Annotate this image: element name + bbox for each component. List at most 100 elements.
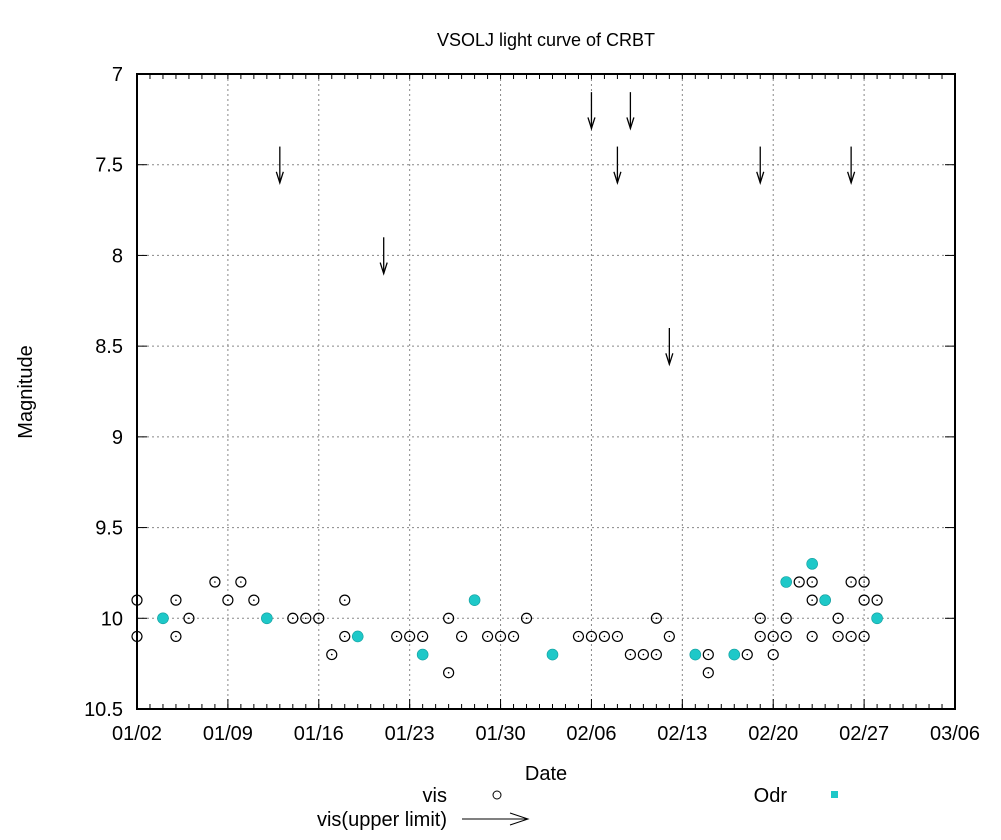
- odr-point: [871, 612, 883, 625]
- vis-point: [663, 630, 675, 643]
- y-tick-label: 7: [112, 64, 123, 86]
- vis-point-center: [746, 653, 749, 656]
- vis-point: [391, 630, 403, 643]
- chart-title: VSOLJ light curve of CRBT: [437, 30, 655, 50]
- vis-point-center: [759, 635, 762, 638]
- vis-point-center: [772, 635, 775, 638]
- vis-point-center: [876, 599, 878, 601]
- vis-point: [741, 648, 753, 661]
- vis-point: [845, 576, 857, 588]
- odr-point: [546, 648, 559, 661]
- upper-limit-arrow: [626, 92, 635, 131]
- vis-point-center: [447, 671, 450, 674]
- vis-point-center: [317, 617, 320, 620]
- x-tick-label: 01/16: [294, 723, 344, 745]
- vis-point-center: [486, 635, 489, 638]
- vis-point: [806, 576, 818, 588]
- vis-point-center: [577, 635, 580, 638]
- x-tick-label: 02/06: [566, 723, 616, 745]
- vis-point: [754, 612, 766, 624]
- arrow-head: [626, 117, 635, 131]
- y-axis-title: Magnitude: [15, 345, 37, 438]
- vis-point-center: [603, 635, 606, 638]
- odr-point: [157, 612, 169, 625]
- vis-point: [598, 630, 611, 643]
- vis-point-center: [863, 581, 865, 583]
- vis-point-center: [512, 635, 515, 638]
- y-axis-ticks: 7 7.5 8 8.5 9 9.5 10 10.5: [84, 64, 955, 721]
- vis-point: [780, 612, 792, 624]
- y-tick-label: 8.5: [95, 336, 123, 358]
- legend-upper-limit-arrow-icon: [462, 812, 530, 826]
- vis-point-center: [811, 599, 813, 601]
- vis-point: [637, 648, 649, 661]
- odr-point: [689, 648, 702, 661]
- vis-point-center: [240, 581, 242, 583]
- arrow-head: [613, 171, 622, 186]
- y-tick-label: 7.5: [95, 155, 123, 177]
- x-axis-title: Date: [525, 763, 567, 785]
- vis-point: [650, 648, 662, 661]
- vis-point-center: [811, 635, 813, 638]
- vis-point: [443, 612, 455, 624]
- vis-point-center: [863, 599, 865, 601]
- vis-point: [832, 630, 844, 643]
- series-odr: [157, 558, 883, 661]
- vis-point-center: [525, 617, 528, 620]
- upper-limit-arrow: [379, 237, 388, 276]
- vis-point: [572, 630, 585, 643]
- legend-vis-label: vis: [423, 785, 447, 807]
- vis-point: [326, 648, 338, 661]
- vis-point: [767, 648, 779, 661]
- x-tick-label: 01/23: [385, 723, 435, 745]
- vis-point-center: [759, 617, 762, 620]
- vis-point-center: [850, 635, 852, 638]
- x-tick-label: 01/09: [203, 723, 253, 745]
- legend-upper-limit-label: vis(upper limit): [317, 809, 447, 831]
- vis-point: [650, 612, 662, 624]
- vis-point: [858, 630, 870, 643]
- upper-limit-arrow: [275, 146, 284, 186]
- vis-point: [871, 594, 883, 606]
- vis-point: [417, 630, 429, 643]
- vis-point-center: [616, 635, 619, 638]
- arrow-head: [587, 117, 596, 131]
- vis-point: [248, 594, 260, 606]
- vis-point: [507, 630, 520, 643]
- vis-point: [858, 594, 870, 606]
- x-tick-label: 01/30: [476, 723, 526, 745]
- vis-point-center: [253, 599, 255, 601]
- odr-point: [819, 594, 831, 606]
- arrow-head: [275, 171, 284, 186]
- x-axis-ticks: 01/02 01/09 01/16 01/23 01/30 02/06 02/13 02/20…: [112, 74, 980, 745]
- vis-point-center: [343, 599, 346, 601]
- vis-point: [313, 612, 325, 624]
- vis-point: [702, 667, 714, 679]
- data-marks: [131, 92, 883, 679]
- y-tick-label: 10.5: [84, 699, 123, 721]
- vis-point-center: [330, 653, 333, 656]
- vis-point: [702, 648, 714, 661]
- x-tick-label: 02/27: [839, 723, 889, 745]
- vis-point: [754, 630, 766, 643]
- vis-point-center: [629, 653, 632, 656]
- vis-point-center: [590, 635, 593, 638]
- vis-point: [806, 630, 818, 643]
- y-tick-label: 8: [112, 245, 123, 267]
- vis-point-center: [499, 635, 502, 638]
- vis-point-center: [175, 635, 177, 638]
- vis-point-center: [655, 617, 658, 620]
- vis-point-center: [343, 635, 346, 638]
- arrow-head: [756, 171, 765, 186]
- vis-point: [404, 630, 416, 643]
- vis-point-center: [785, 617, 788, 620]
- vis-point: [767, 630, 779, 643]
- vis-point: [209, 576, 221, 588]
- odr-point: [780, 576, 793, 588]
- legend-odr-label: Odr: [754, 785, 788, 807]
- x-tick-label: 02/13: [657, 723, 707, 745]
- vis-point-center: [447, 617, 450, 620]
- vis-point-center: [798, 581, 800, 583]
- vis-point: [858, 576, 870, 588]
- vis-point-center: [772, 653, 775, 656]
